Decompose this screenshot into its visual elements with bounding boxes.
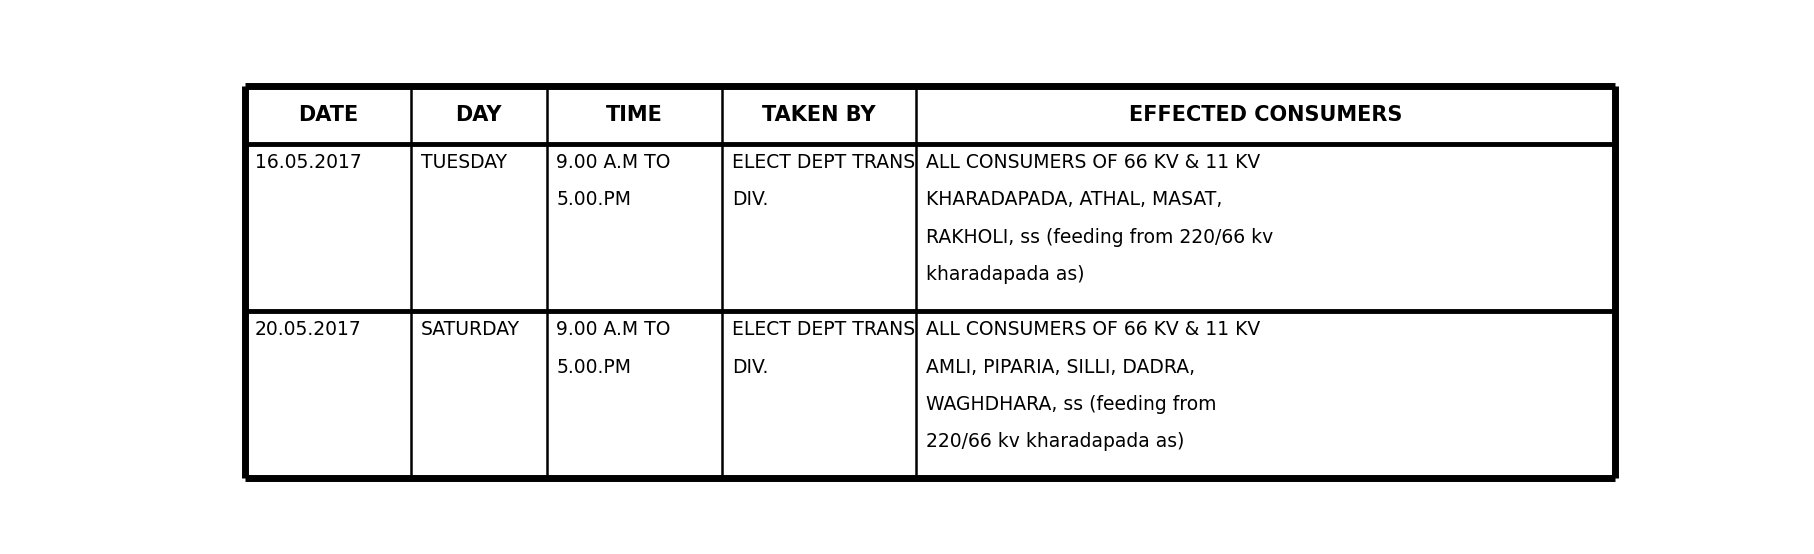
Text: TIME: TIME	[606, 105, 662, 125]
Text: EFFECTED CONSUMERS: EFFECTED CONSUMERS	[1128, 105, 1402, 125]
Text: ALL CONSUMERS OF 66 KV & 11 KV: ALL CONSUMERS OF 66 KV & 11 KV	[925, 153, 1261, 172]
Text: DATE: DATE	[297, 105, 357, 125]
Text: AMLI, PIPARIA, SILLI, DADRA,: AMLI, PIPARIA, SILLI, DADRA,	[925, 358, 1195, 377]
Text: TUESDAY: TUESDAY	[421, 153, 506, 172]
Text: SATURDAY: SATURDAY	[421, 320, 519, 340]
Text: 16.05.2017: 16.05.2017	[254, 153, 361, 172]
Text: 9.00 A.M TO: 9.00 A.M TO	[557, 320, 671, 340]
Text: ELECT DEPT TRANS: ELECT DEPT TRANS	[731, 153, 914, 172]
Text: ELECT DEPT TRANS: ELECT DEPT TRANS	[731, 320, 914, 340]
Text: 220/66 kv kharadapada as): 220/66 kv kharadapada as)	[925, 432, 1185, 451]
Text: WAGHDHARA, ss (feeding from: WAGHDHARA, ss (feeding from	[925, 395, 1215, 414]
Text: DAY: DAY	[455, 105, 502, 125]
Text: 20.05.2017: 20.05.2017	[254, 320, 361, 340]
Text: 5.00.PM: 5.00.PM	[557, 191, 631, 209]
Text: TAKEN BY: TAKEN BY	[762, 105, 876, 125]
Text: kharadapada as): kharadapada as)	[925, 265, 1085, 284]
Text: 9.00 A.M TO: 9.00 A.M TO	[557, 153, 671, 172]
Text: RAKHOLI, ss (feeding from 220/66 kv: RAKHOLI, ss (feeding from 220/66 kv	[925, 228, 1273, 247]
Text: 5.00.PM: 5.00.PM	[557, 358, 631, 377]
Text: DIV.: DIV.	[731, 191, 767, 209]
Text: DIV.: DIV.	[731, 358, 767, 377]
Text: ALL CONSUMERS OF 66 KV & 11 KV: ALL CONSUMERS OF 66 KV & 11 KV	[925, 320, 1261, 340]
Text: KHARADAPADA, ATHAL, MASAT,: KHARADAPADA, ATHAL, MASAT,	[925, 191, 1223, 209]
